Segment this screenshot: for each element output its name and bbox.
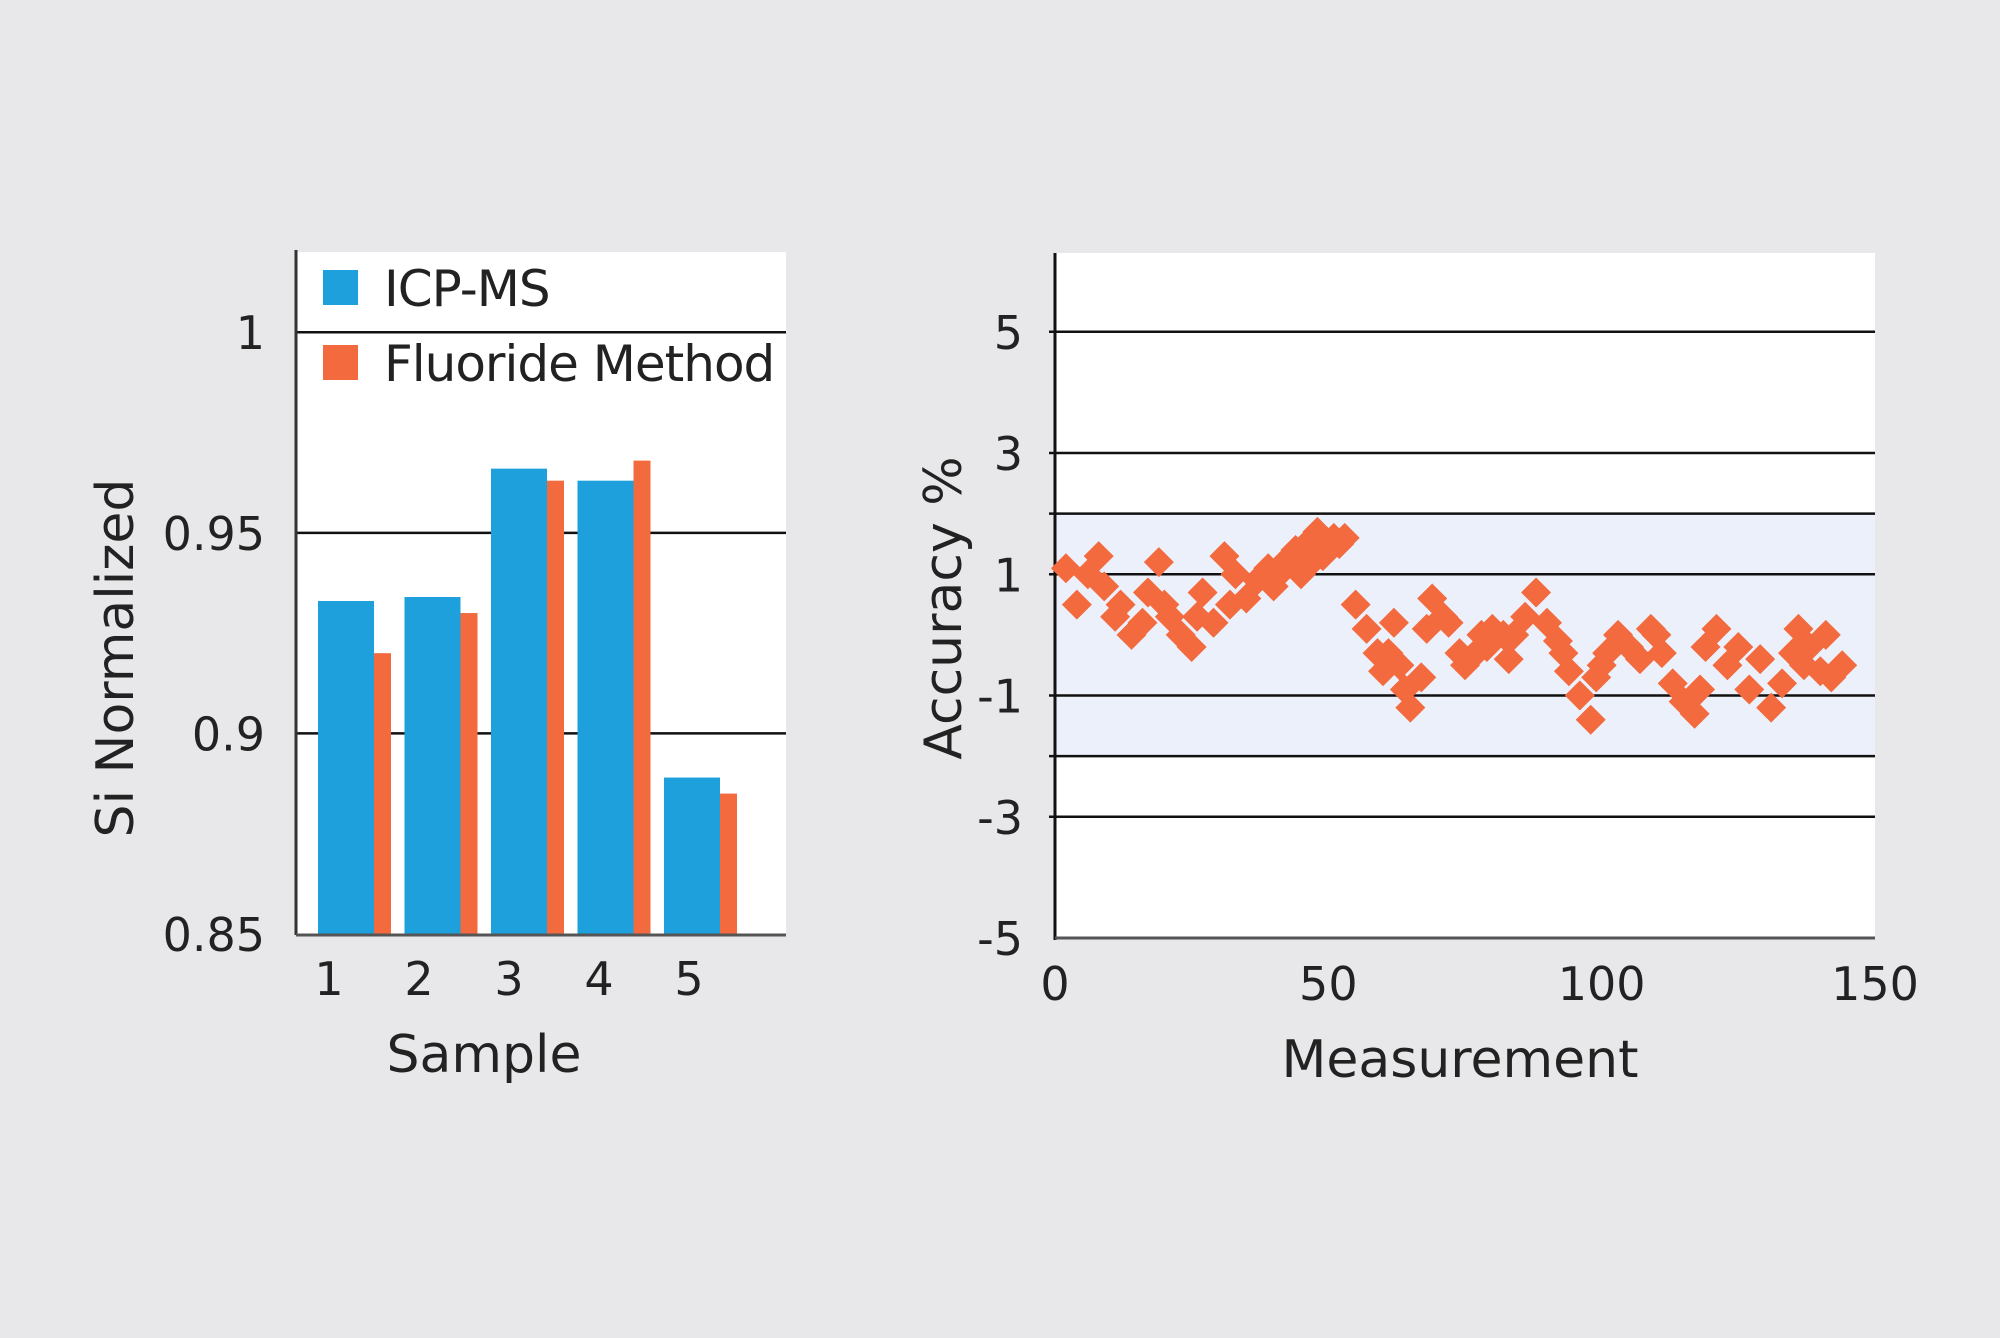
scatter-point (1089, 571, 1120, 602)
scatter-x-tick-label: 0 (1040, 957, 1069, 1011)
scatter-point (1493, 644, 1524, 675)
scatter-point (1575, 704, 1606, 735)
bar-fluoride-method (720, 793, 737, 934)
scatter-y-tick-label: -5 (977, 912, 1023, 966)
bar-x-tick-labels: 1 2 3 4 5 (314, 952, 703, 1006)
scatter-point (1406, 662, 1437, 693)
scatter-point (1827, 650, 1858, 681)
scatter-y-tick-labels: -5 -3 -1 1 3 5 (977, 306, 1023, 966)
bar-fluoride-method (460, 613, 478, 934)
bar-y-tick-label: 0.85 (163, 908, 265, 962)
scatter-gridlines (1049, 330, 1875, 819)
bar-y-tick-label: 1 (236, 306, 265, 360)
scatter-y-axis-title: Accuracy % (914, 456, 974, 759)
bar-x-tick-label: 1 (314, 952, 343, 1006)
scatter-point (1198, 607, 1229, 638)
scatter-y-tick-label: 5 (994, 306, 1023, 360)
scatter-point (1756, 692, 1787, 723)
scatter-point (1685, 674, 1716, 705)
bar-x-tick-label: 4 (584, 952, 613, 1006)
scatter-point (1521, 577, 1552, 608)
bar-icp-ms (664, 777, 720, 934)
scatter-point (1433, 607, 1464, 638)
scatter-y-tick-label: -1 (977, 670, 1023, 724)
scatter-point (1646, 638, 1677, 669)
bar-fluoride-method (374, 653, 391, 934)
bar-fluoride-method (547, 480, 564, 934)
scatter-x-tick-label: 100 (1558, 957, 1646, 1011)
bar-y-axis-title: Si Normalized (86, 479, 146, 838)
scatter-point (1220, 559, 1251, 590)
legend-swatch-fluoride-method (323, 345, 358, 380)
scatter-point (1143, 547, 1174, 578)
scatter-chart: -5 -3 -1 1 3 5 0 50 100 150 Accuracy % Measureme… (914, 253, 1919, 1090)
bar-icp-ms (491, 468, 547, 934)
bar-x-tick-label: 3 (494, 952, 523, 1006)
scatter-point (1329, 522, 1360, 553)
scatter-point (1061, 589, 1092, 620)
scatter-point (1050, 553, 1081, 584)
scatter-x-tick-label: 150 (1831, 957, 1919, 1011)
scatter-point (1378, 607, 1409, 638)
scatter-point (1723, 632, 1754, 663)
bar-icp-ms (577, 480, 634, 934)
scatter-point (1351, 613, 1382, 644)
scatter-y-tick-label: 3 (994, 427, 1023, 481)
bar-chart: 0.85 0.9 0.95 1 1 2 3 4 5 ICP-MS Fluoride Metho… (86, 250, 786, 1085)
bar-icp-ms (318, 601, 374, 934)
scatter-point (1127, 607, 1158, 638)
scatter-y-tick-label: 1 (994, 548, 1023, 602)
scatter-point (1810, 619, 1841, 650)
scatter-points (1050, 516, 1858, 735)
legend-swatch-icp-ms (323, 270, 358, 305)
scatter-point (1624, 644, 1655, 675)
scatter-point (1553, 656, 1584, 687)
bar-x-tick-label: 5 (674, 952, 703, 1006)
scatter-point (1083, 541, 1114, 572)
legend-label-icp-ms: ICP-MS (384, 260, 550, 318)
scatter-point (1395, 692, 1426, 723)
bar-x-tick-label: 2 (404, 952, 433, 1006)
scatter-point (1384, 650, 1415, 681)
scatter-point (1105, 589, 1136, 620)
scatter-point (1701, 613, 1732, 644)
scatter-point (1767, 668, 1798, 699)
scatter-point (1176, 632, 1207, 663)
scatter-point (1340, 589, 1371, 620)
scatter-x-tick-labels: 0 50 100 150 (1040, 957, 1919, 1011)
scatter-y-tick-label: -3 (977, 791, 1023, 845)
legend-label-fluoride-method: Fluoride Method (384, 335, 774, 393)
scatter-point (1745, 644, 1776, 675)
bar-marks (318, 460, 737, 934)
bar-legend: ICP-MS Fluoride Method (323, 260, 775, 393)
bar-icp-ms (404, 597, 461, 934)
scatter-point (1564, 680, 1595, 711)
scatter-x-axis-title: Measurement (1282, 1030, 1639, 1090)
bar-x-axis-title: Sample (387, 1025, 582, 1085)
bar-y-tick-labels: 0.85 0.9 0.95 1 (163, 306, 265, 962)
bar-y-tick-label: 0.9 (192, 707, 265, 761)
bar-y-tick-label: 0.95 (163, 507, 265, 561)
scatter-point (1679, 698, 1710, 729)
scatter-point (1734, 674, 1765, 705)
scatter-point (1510, 601, 1541, 632)
scatter-point (1187, 577, 1218, 608)
bar-fluoride-method (633, 460, 651, 934)
scatter-x-tick-label: 50 (1299, 957, 1358, 1011)
